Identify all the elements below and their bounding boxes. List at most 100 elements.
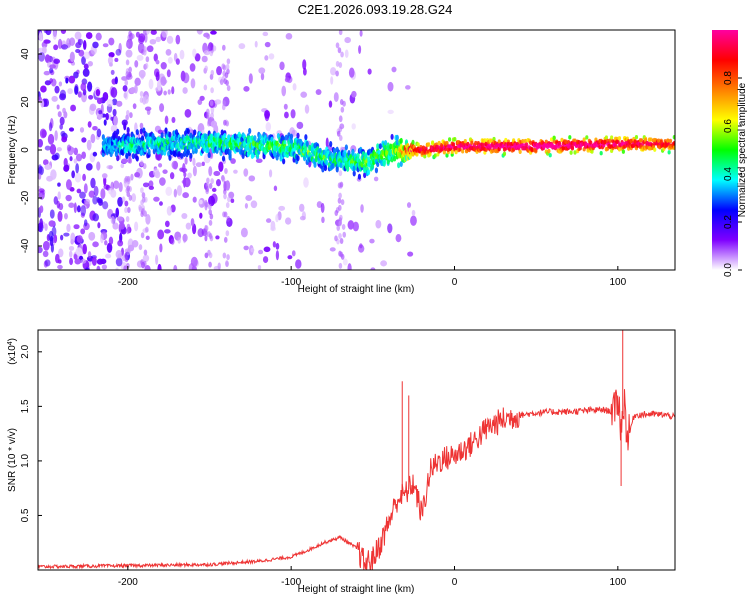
- spectrogram-cell: [376, 143, 380, 150]
- spectrogram-cell: [258, 249, 264, 255]
- snr-x-tick-label: 100: [609, 577, 626, 588]
- spectrogram-cell: [363, 167, 367, 174]
- spectrogram-cell: [481, 142, 486, 147]
- spectrogram-cell: [672, 140, 675, 146]
- spectrogram-cell: [296, 132, 300, 139]
- spectrogram-cell: [81, 56, 86, 65]
- spectrogram-cell: [66, 223, 71, 233]
- spectrogram-cell: [56, 147, 62, 152]
- spectrogram-cell: [243, 86, 250, 92]
- spectrogram-cell: [123, 265, 128, 270]
- spectrogram-cell: [201, 55, 208, 63]
- spectrogram-cell: [157, 263, 162, 270]
- snr-y-label: SNR (10 * v/v): [7, 428, 18, 492]
- spectrogram-cell: [212, 45, 217, 52]
- spectrogram-cell: [224, 180, 231, 191]
- spectrogram-cell: [77, 38, 84, 46]
- spectrogram-cell: [44, 259, 51, 267]
- spectrogram-cell: [140, 199, 144, 206]
- snr-y-scale-exp: 4: [7, 341, 14, 345]
- spectrogram-cell: [125, 215, 130, 222]
- spectrogram-cell: [139, 122, 144, 129]
- spectrogram-cell: [204, 225, 209, 232]
- spectrogram-cell: [604, 135, 609, 140]
- spectrogram-cell: [159, 243, 163, 253]
- spectrogram-cell: [159, 201, 163, 206]
- spectrogram-cell: [148, 180, 154, 188]
- spectrogram-cell: [126, 228, 130, 235]
- spectrogram-cell: [221, 155, 226, 162]
- spectrogram-cell: [304, 145, 308, 152]
- spectrogram-cell: [110, 116, 114, 121]
- spectrogram-cell: [518, 149, 522, 154]
- spectrogram-cell: [59, 123, 63, 130]
- spectrogram-cell: [79, 191, 86, 199]
- spectrogram-cell: [162, 169, 168, 174]
- spectrogram-cell: [336, 224, 341, 231]
- spectrogram-cell: [110, 124, 118, 133]
- snr-y-ticks: 0.5 1.0 1.5 2.0: [20, 344, 42, 522]
- spectrogram-cell: [115, 249, 123, 259]
- spectrogram-cell: [144, 265, 151, 270]
- spectrogram-cell: [374, 167, 379, 174]
- spectrogram-cell: [168, 154, 172, 161]
- spectrogram-cell: [49, 144, 57, 155]
- spectrogram-cell: [159, 177, 166, 186]
- spectrogram-cell: [230, 198, 235, 203]
- spectrogram-cell: [262, 31, 269, 37]
- spectrogram-cell: [585, 135, 589, 140]
- spectrogram-cell: [56, 104, 60, 110]
- spectrogram-cell: [139, 128, 143, 135]
- spectrogram-cell: [180, 152, 184, 159]
- spectrogram-cells: [38, 30, 675, 270]
- spectrogram-cell: [73, 224, 80, 230]
- spectrogram-cell: [407, 251, 414, 257]
- spectrogram-cell: [436, 145, 440, 150]
- spectrogram-cell: [341, 223, 346, 230]
- spectrogram-cell: [521, 138, 525, 144]
- spectrogram-cell: [101, 173, 108, 179]
- spectrogram-cell: [124, 207, 128, 214]
- spectrogram-cell: [88, 94, 94, 100]
- spectrogram-cell: [208, 233, 213, 240]
- spectrogram-cell: [85, 163, 93, 171]
- spectrogram-cell: [552, 139, 556, 144]
- spectrogram-cell: [43, 98, 50, 107]
- spectrogram-cell: [334, 210, 339, 217]
- spectrogram-cell: [116, 128, 120, 135]
- spectrogram-cell: [185, 222, 192, 230]
- spectrogram-cell: [145, 235, 150, 241]
- spectrogram-cell: [340, 51, 344, 58]
- spectrogram-cell: [210, 87, 214, 94]
- spectrogram-cell: [284, 77, 290, 83]
- spectrogram-cell: [42, 159, 49, 166]
- colorbar-tick-label: 0.2: [723, 215, 734, 229]
- spectrogram-cell: [254, 40, 258, 48]
- spectrogram-cell: [73, 158, 78, 164]
- spectrogram-cell: [352, 221, 359, 232]
- spectrogram-cell: [102, 91, 109, 102]
- spectrogram-cell: [226, 215, 231, 222]
- snr-panel: -200 -100 0 100 0.5 1.0 1.5 2.0 Height of stra…: [7, 329, 676, 595]
- spectrogram-cell: [225, 63, 230, 70]
- spectrogram-cell: [92, 213, 99, 222]
- spectrogram-cell: [213, 265, 221, 270]
- spectrogram-cell: [330, 76, 334, 85]
- spectrogram-cell: [339, 162, 343, 169]
- spectrogram-x-label: Height of straight line (km): [298, 284, 415, 295]
- spectrogram-cell: [206, 177, 210, 184]
- spectrogram-cell: [228, 148, 232, 155]
- spectrogram-cell: [305, 140, 309, 147]
- spectrogram-cell: [337, 47, 342, 54]
- spectrogram-cell: [243, 168, 249, 177]
- spectrogram-cell: [140, 259, 144, 266]
- spectrogram-cell: [79, 127, 85, 133]
- spectrogram-cell: [582, 137, 586, 142]
- spectrogram-cell: [173, 188, 178, 198]
- spectrogram-cell: [270, 226, 276, 232]
- spectrogram-cell: [102, 201, 109, 210]
- spectrogram-cell: [343, 151, 347, 158]
- spectrogram-cell: [334, 235, 338, 242]
- spectrogram-cell: [136, 54, 144, 61]
